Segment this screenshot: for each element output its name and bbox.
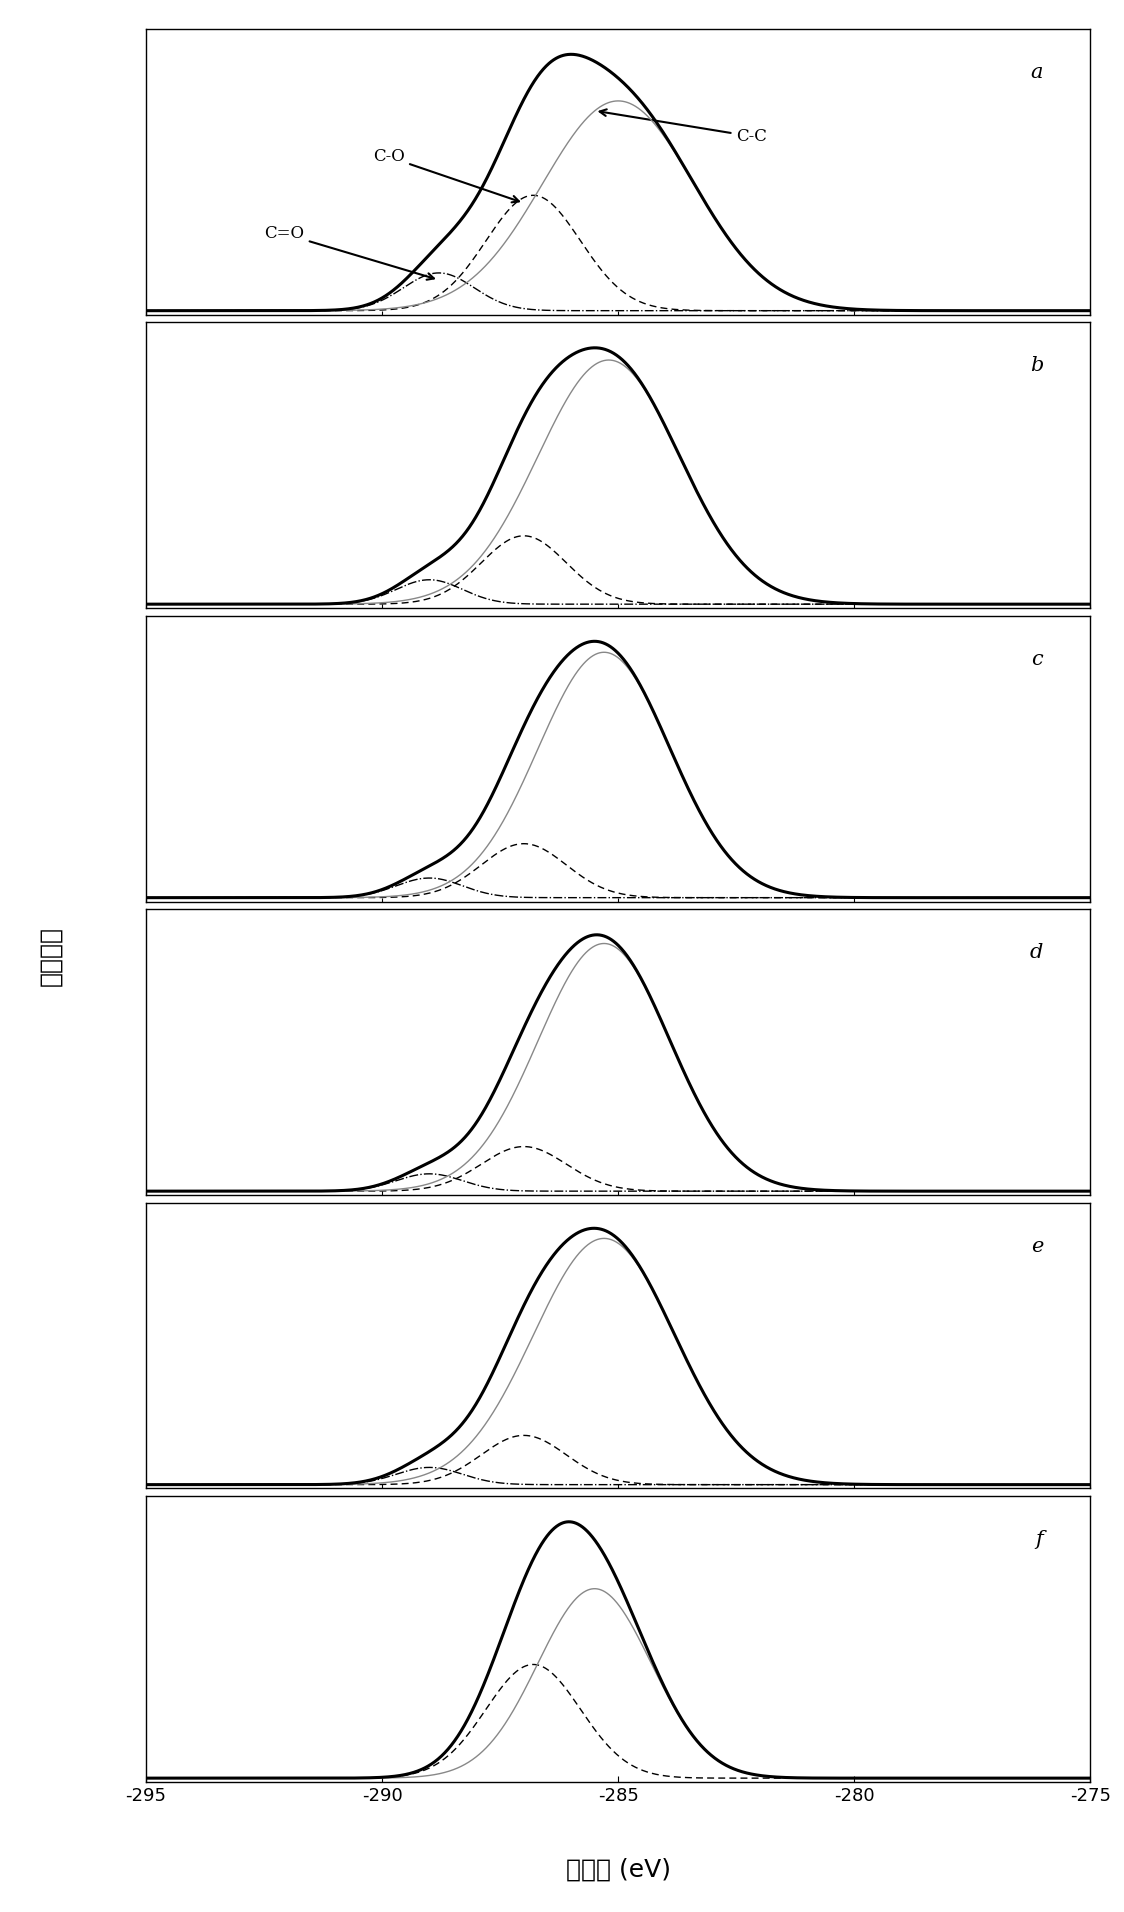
Text: f: f [1035, 1530, 1043, 1549]
Text: c: c [1032, 650, 1043, 669]
Text: d: d [1030, 943, 1043, 962]
Text: 结合能 (eV): 结合能 (eV) [565, 1858, 671, 1881]
Text: e: e [1031, 1237, 1043, 1256]
Text: a: a [1031, 63, 1043, 82]
Text: 相对强度: 相对强度 [38, 925, 63, 987]
Text: C-C: C-C [599, 109, 767, 145]
Text: b: b [1030, 356, 1043, 375]
Text: C-O: C-O [373, 149, 519, 203]
Text: C=O: C=O [264, 226, 434, 279]
